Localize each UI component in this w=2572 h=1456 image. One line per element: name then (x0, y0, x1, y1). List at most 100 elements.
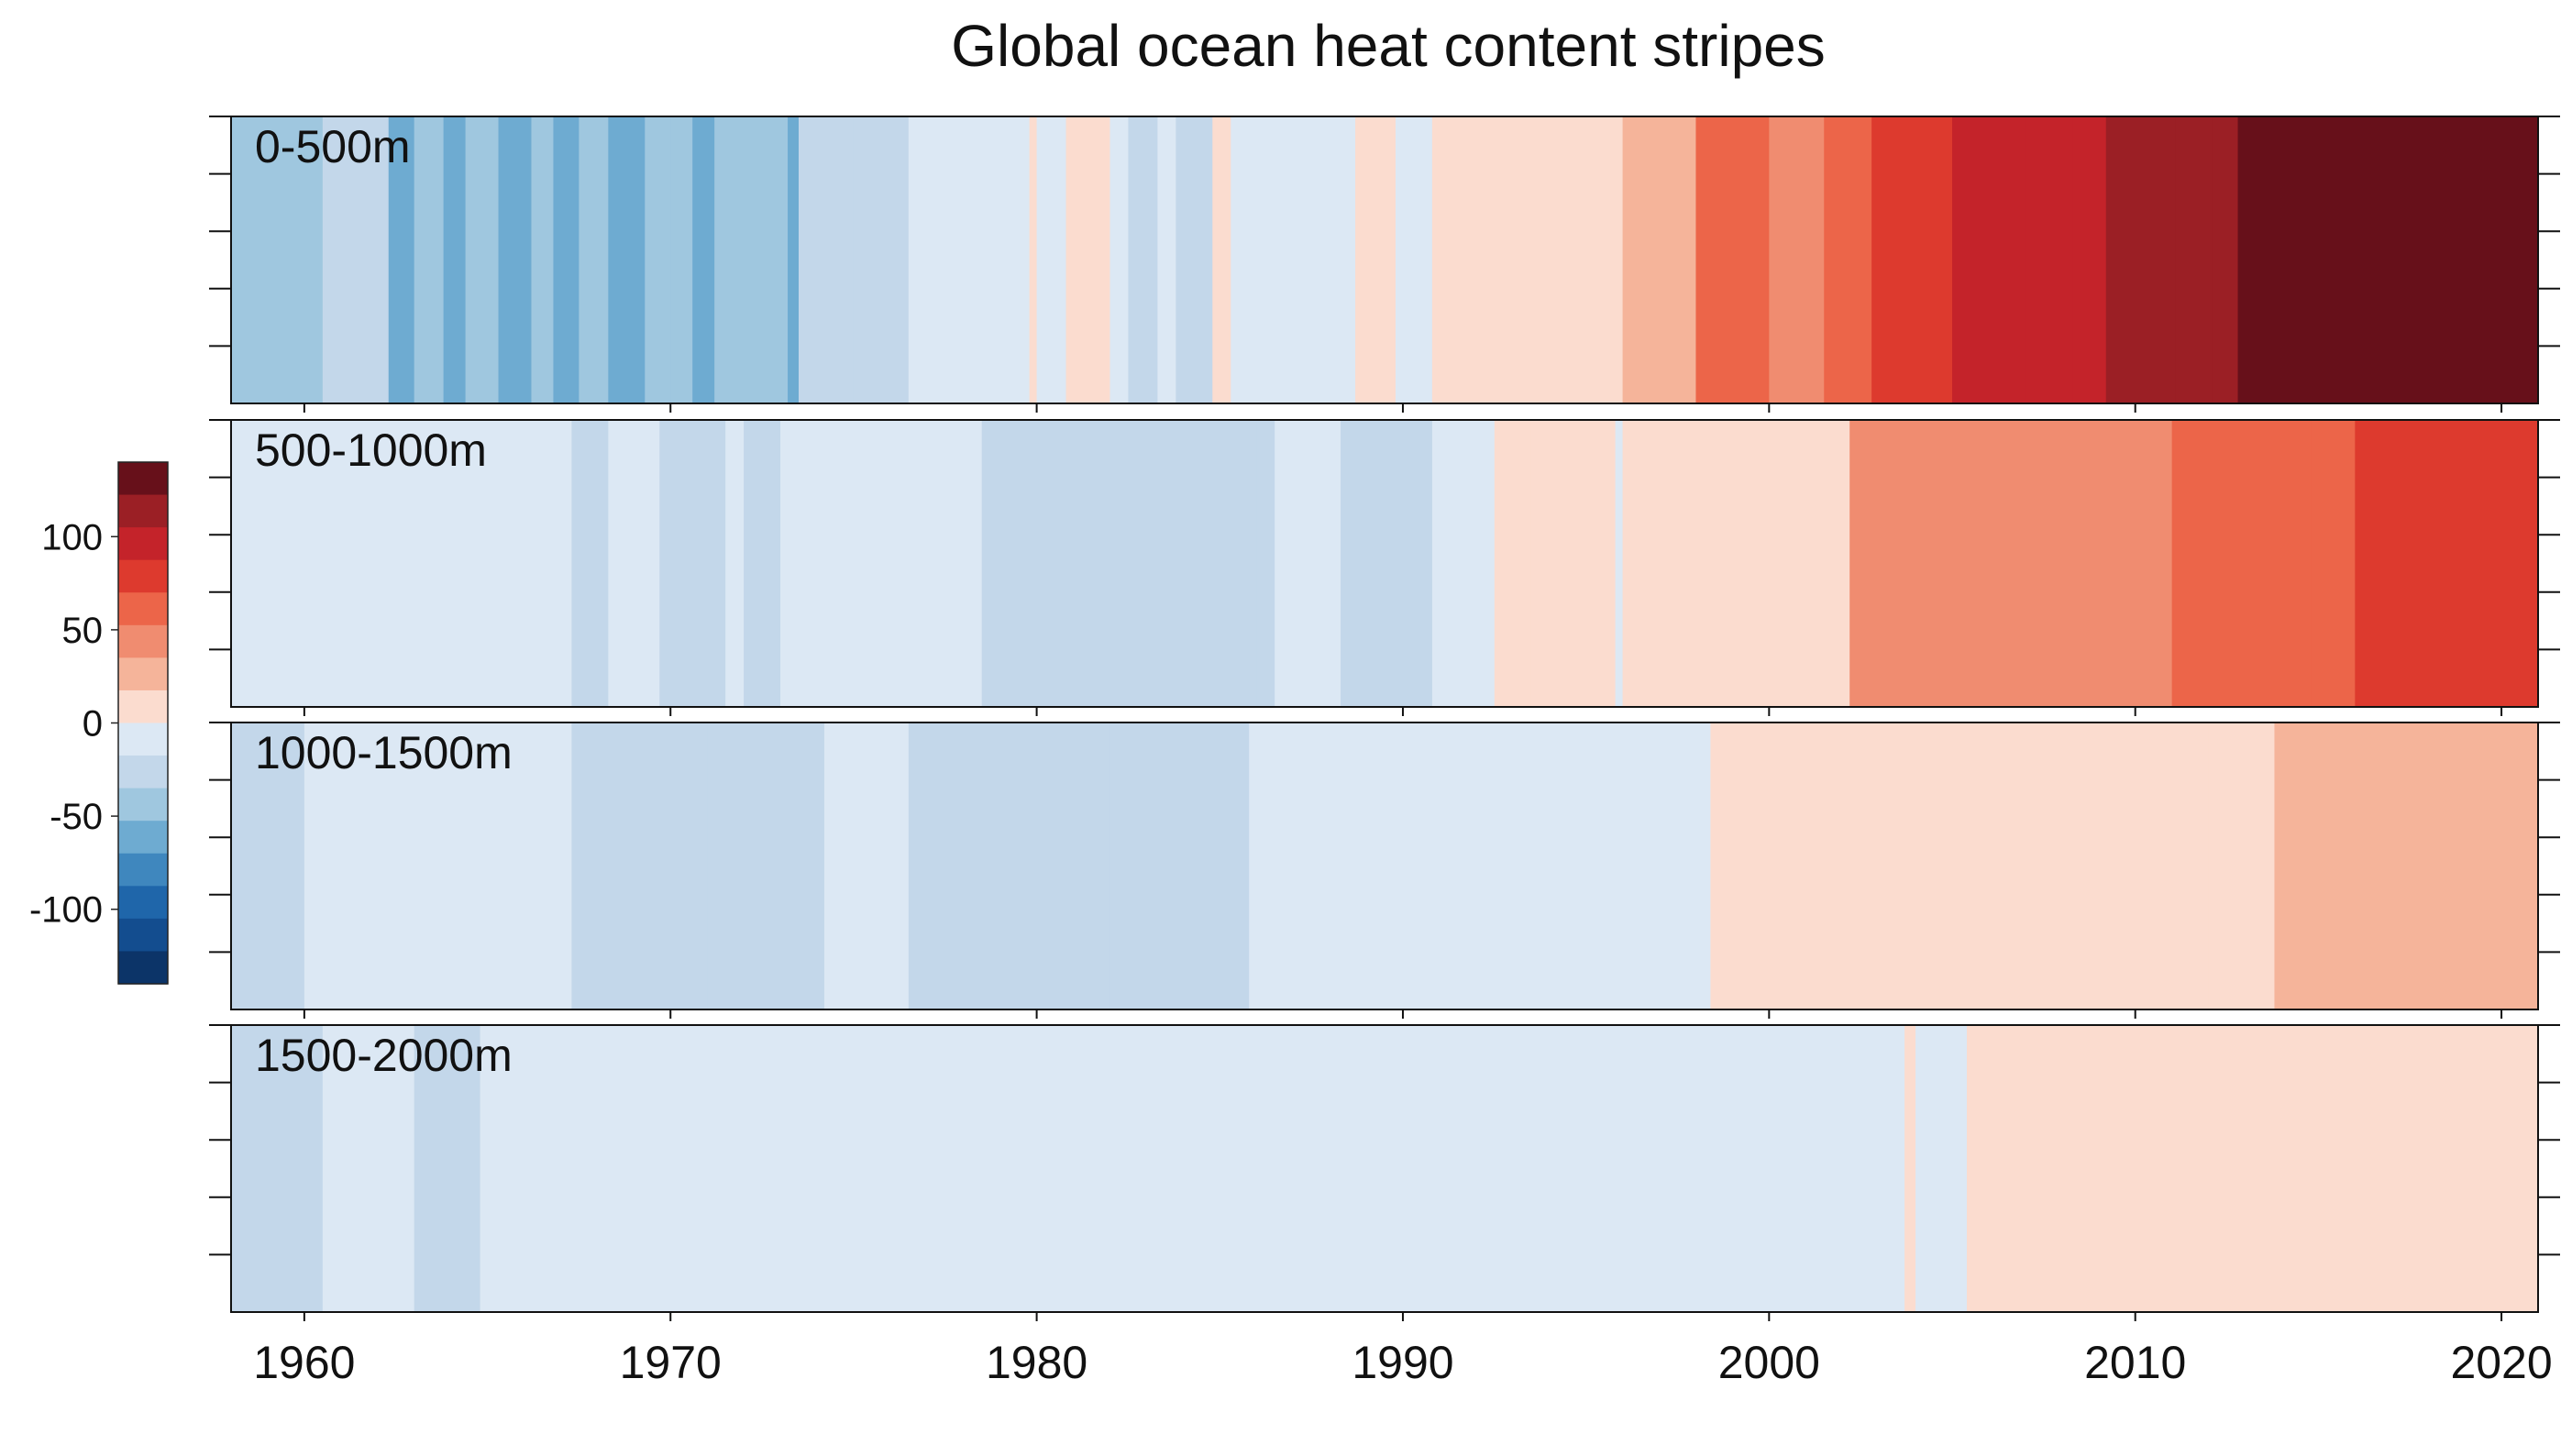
stripe (1128, 420, 1184, 707)
stripe (480, 1025, 496, 1312)
stripe (248, 116, 324, 403)
stripe (1849, 420, 1953, 707)
colorbar-swatch (118, 821, 168, 855)
stripe (908, 722, 1056, 1009)
stripe (2061, 722, 2210, 1009)
stripe (1824, 116, 1872, 403)
stripe (1047, 116, 1067, 403)
stripe (725, 420, 745, 707)
stripe (571, 722, 598, 1009)
stripe (571, 420, 609, 707)
stripe (579, 116, 609, 403)
stripe (1952, 420, 2081, 707)
stripe (443, 116, 467, 403)
stripe (981, 420, 1075, 707)
stripe (1355, 116, 1396, 403)
stripe (2098, 420, 2173, 707)
x-tick-label: 2000 (1718, 1337, 1820, 1388)
stripe (1293, 116, 1356, 403)
stripe (494, 1025, 884, 1312)
stripe (1249, 722, 1514, 1009)
stripe (1128, 116, 1158, 403)
stripe (1952, 116, 2026, 403)
x-tick-label: 1970 (620, 1337, 722, 1388)
panel-label: 0-500m (255, 121, 411, 172)
stripe (1622, 116, 1697, 403)
stripe (2212, 116, 2239, 403)
x-tick-label: 1990 (1352, 1337, 1453, 1388)
stripe (1402, 1025, 1770, 1312)
stripe (2355, 420, 2429, 707)
colorbar: 100 50 0 -50 -100 (29, 461, 169, 985)
stripe (659, 420, 726, 707)
stripe (231, 420, 324, 707)
stripe (1036, 116, 1049, 403)
stripe (1904, 1025, 1916, 1312)
stripe (853, 116, 910, 403)
stripe (1769, 1025, 1905, 1312)
colorbar-swatch (118, 951, 168, 985)
x-tick-label: 2010 (2084, 1337, 2186, 1388)
stripe (1512, 722, 1712, 1009)
colorbar-tick-label: -50 (50, 797, 103, 837)
stripe (889, 722, 910, 1009)
stripe (2025, 116, 2074, 403)
stripe (1604, 420, 1617, 707)
stripe (1212, 116, 1231, 403)
stripe (2072, 116, 2107, 403)
panel-frame (230, 419, 2539, 708)
stripe (1915, 722, 2063, 1009)
stripe (2171, 420, 2312, 707)
colorbar-swatch (118, 494, 168, 528)
stripe (1109, 722, 1250, 1009)
stripe (498, 116, 533, 403)
panel-1500-2000m: 1500-2000m (209, 1024, 2560, 1321)
chart-title: Global ocean heat content stripes (951, 13, 1826, 79)
stripe (414, 116, 445, 403)
colorbar-swatch (118, 559, 168, 593)
colorbar-swatch (118, 689, 168, 724)
panel-500-1000m: 500-1000m (209, 419, 2560, 716)
panel-label: 500-1000m (255, 425, 487, 476)
stripe (645, 116, 671, 403)
stripe (2105, 116, 2177, 403)
stripe (322, 116, 390, 403)
stripe (981, 116, 1031, 403)
stripe (1275, 420, 1341, 707)
colorbar-swatch (118, 756, 168, 789)
colorbar-swatch (118, 788, 168, 822)
stripe (608, 420, 660, 707)
stripe (788, 116, 800, 403)
panel-label: 1500-2000m (255, 1030, 513, 1081)
stripe (692, 116, 715, 403)
stripe (2318, 1025, 2539, 1312)
stripe (2208, 722, 2276, 1009)
stripe (2237, 116, 2539, 403)
stripe (1054, 722, 1111, 1009)
stripe (1530, 420, 1587, 707)
stripe (2483, 420, 2539, 707)
stripe (2080, 420, 2100, 707)
panel-label: 1000-1500m (255, 727, 513, 778)
stripe (322, 420, 342, 707)
panel-frame (230, 722, 2539, 1010)
colorbar-swatch (118, 886, 168, 920)
stripe (1915, 1025, 1968, 1312)
stripe (1176, 116, 1213, 403)
stripe (1431, 420, 1459, 707)
stripe (882, 1025, 910, 1312)
stripe (1567, 116, 1624, 403)
colorbar-tick-label: 100 (41, 517, 103, 557)
stripe (553, 116, 580, 403)
colorbar-swatch (118, 853, 168, 887)
panel-frame (230, 1024, 2539, 1313)
stripe (1431, 116, 1477, 403)
stripe (231, 722, 305, 1009)
colorbar-swatch (118, 592, 168, 626)
stripe (461, 722, 489, 1009)
stripe (744, 116, 789, 403)
panel-frame (230, 116, 2539, 404)
stripe-panels: 0-500m 500-1000m 1000-1500m 1500-2000m (209, 116, 2560, 1321)
stripe (1073, 420, 1130, 707)
